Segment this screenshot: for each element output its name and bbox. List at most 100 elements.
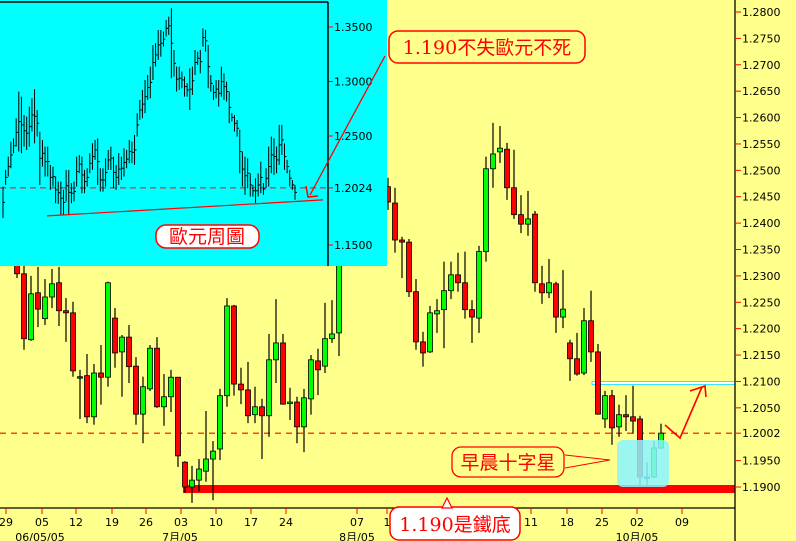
candle: [490, 122, 496, 188]
pattern-callout-pointer: [564, 454, 611, 469]
candle: [455, 252, 461, 292]
weekly-bar: [97, 138, 100, 185]
weekly-bar: [202, 28, 205, 47]
candle-body: [476, 251, 482, 319]
candle-body: [49, 283, 55, 298]
candle-body: [504, 148, 510, 189]
candle: [280, 333, 286, 405]
weekly-bar: [247, 158, 250, 189]
candle-body: [490, 153, 496, 170]
date-tick-label: 19: [105, 516, 119, 529]
weekly-bar: [215, 79, 219, 99]
main-price-axis: 1.2800 1.2750 1.2700 1.2650 1.2600 1.2550 1.25…: [734, 0, 781, 541]
candle: [161, 374, 167, 426]
weekly-bar: [41, 139, 45, 167]
candle: [630, 385, 636, 434]
candle: [49, 269, 55, 309]
weekly-bar: [44, 146, 48, 177]
price-tick-label: 1.2750: [742, 32, 781, 45]
candle: [70, 301, 76, 377]
inset-price-tick-label: 1.3500: [334, 21, 373, 34]
candle-body: [147, 347, 153, 390]
candle-body: [308, 359, 314, 400]
weekly-bar: [115, 164, 119, 190]
price-tick-label: 1.2150: [742, 349, 781, 362]
weekly-bar: [39, 131, 42, 185]
candle: [581, 308, 587, 376]
candle: [203, 411, 209, 482]
candle-body: [546, 282, 552, 294]
weekly-bar: [286, 159, 290, 174]
candle-body: [315, 360, 321, 371]
weekly-bar: [126, 149, 129, 169]
candle-body: [238, 383, 244, 391]
weekly-bar: [281, 124, 284, 155]
weekly-bar: [76, 156, 79, 187]
weekly-bar: [10, 141, 13, 169]
candle: [147, 345, 153, 391]
weekly-bar: [278, 124, 282, 165]
candle: [553, 281, 559, 333]
date-tick-label: 25: [595, 516, 609, 529]
weekly-bar: [110, 146, 113, 170]
weekly-bar: [257, 173, 261, 197]
month-label: 06/05/05: [15, 531, 64, 541]
date-tick-label: 29: [0, 516, 13, 529]
candle: [518, 195, 524, 234]
candle: [476, 245, 482, 333]
candle: [105, 281, 111, 387]
weekly-bar: [291, 179, 295, 190]
price-tick-label: 1.2500: [742, 164, 781, 177]
weekly-bar: [144, 79, 148, 114]
weekly-bar: [28, 106, 32, 147]
weekly-bar: [149, 66, 153, 99]
date-tick-label: 02: [630, 516, 644, 529]
date-tick-label: 05: [35, 516, 49, 529]
inset-price-tick-label: 1.2024: [334, 182, 373, 195]
candle-body: [469, 309, 475, 318]
weekly-bar: [20, 96, 24, 154]
candle-body: [273, 342, 279, 361]
weekly-bar: [239, 129, 242, 174]
candle-body: [287, 401, 293, 404]
price-tick-label: 1.2250: [742, 296, 781, 309]
weekly-bar: [73, 181, 77, 202]
weekly-bar: [152, 44, 155, 80]
weekly-bar: [70, 183, 74, 204]
weekly-bar: [157, 29, 161, 60]
candle: [210, 441, 216, 501]
candle-body: [91, 372, 97, 418]
weekly-bar: [265, 168, 269, 189]
candle-body: [567, 342, 573, 360]
candle: [483, 156, 489, 262]
weekly-bar: [194, 49, 198, 75]
candle: [294, 396, 300, 444]
date-tick-label: 17: [244, 516, 258, 529]
weekly-bar: [68, 169, 71, 215]
candle: [434, 299, 440, 333]
candle-body: [420, 341, 426, 354]
candle-body: [525, 218, 531, 225]
candle: [504, 142, 510, 200]
candle-body: [462, 282, 468, 311]
candle: [602, 390, 608, 428]
candle: [525, 190, 531, 236]
weekly-bar: [139, 99, 142, 120]
candle: [546, 259, 552, 299]
price-tick-label: 1.2650: [742, 85, 781, 98]
weekly-bar: [31, 98, 34, 132]
price-tick-label: 1.2550: [742, 138, 781, 151]
bottom-callout-box: [389, 506, 521, 541]
candle-body: [84, 375, 90, 418]
candle: [133, 357, 139, 425]
candle: [217, 388, 223, 461]
weekly-bar: [210, 74, 213, 92]
weekly-bar: [2, 186, 5, 219]
candle: [322, 302, 328, 374]
weekly-bar: [184, 76, 187, 97]
pointer-arrowhead-icon: [305, 185, 319, 198]
weekly-bar: [147, 74, 150, 100]
candle: [420, 331, 426, 367]
